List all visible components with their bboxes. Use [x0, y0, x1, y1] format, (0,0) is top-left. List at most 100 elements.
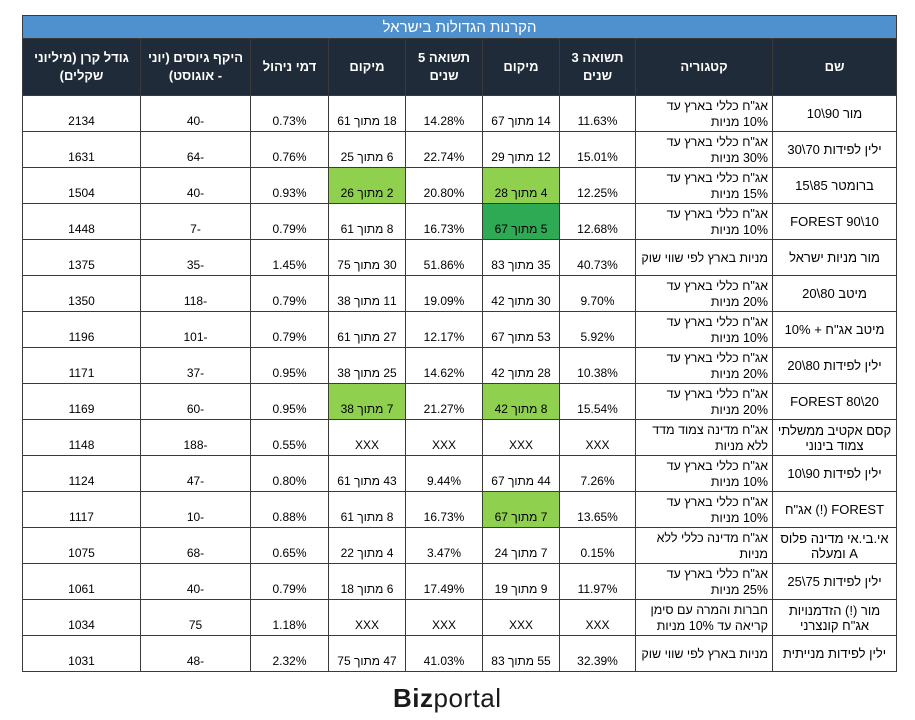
fundraising-cell: -118 [140, 275, 251, 312]
table-row: ילין לפידות 75\25 אג"ח כללי בארץ עד 25% מ… [22, 563, 897, 600]
table-row: FOREST (!) אג"ח אג"ח כללי בארץ עד 10% מני… [22, 491, 897, 528]
rank-5y-cell: 47 מתוך 75 [328, 635, 406, 672]
return-5y-cell: 12.17% [405, 311, 483, 348]
management-fee-cell: 0.79% [250, 275, 329, 312]
rank-3y-cell: 5 מתוך 67 [482, 203, 560, 240]
return-5y-cell: 16.73% [405, 203, 483, 240]
table-row: ילין לפידות 70\30 אג"ח כללי בארץ עד 30% מ… [22, 131, 897, 168]
return-5y-cell: XXX [405, 419, 483, 456]
category-cell: אג"ח כללי בארץ עד 10% מניות [635, 455, 773, 492]
logo-rest-part: portal [433, 683, 502, 713]
fund-name-cell: מיטב 80\20 [772, 275, 897, 312]
table-row: FOREST 80\20 אג"ח כללי בארץ עד 20% מניות 1… [22, 383, 897, 420]
rank-3y-cell: 30 מתוך 42 [482, 275, 560, 312]
fund-name-cell: ילין לפידות 80\20 [772, 347, 897, 384]
fund-size-cell: 1196 [22, 311, 141, 348]
table-title: הקרנות הגדולות בישראל [22, 15, 897, 39]
fund-name-cell: ילין לפידות 75\25 [772, 563, 897, 600]
table-row: מיטב 80\20 אג"ח כללי בארץ עד 20% מניות 9.7… [22, 275, 897, 312]
rank-5y-cell: 8 מתוך 61 [328, 203, 406, 240]
fundraising-cell: -64 [140, 131, 251, 168]
fund-size-cell: 1031 [22, 635, 141, 672]
return-3y-cell: 15.01% [559, 131, 636, 168]
fund-size-cell: 1169 [22, 383, 141, 420]
rank-3y-cell: 28 מתוך 42 [482, 347, 560, 384]
fundraising-cell: -188 [140, 419, 251, 456]
return-5y-cell: 41.03% [405, 635, 483, 672]
fund-name-cell: FOREST 80\20 [772, 383, 897, 420]
fund-size-cell: 1124 [22, 455, 141, 492]
fund-name-cell: אי.בי.אי מדינה פלוס A ומעלה [772, 527, 897, 564]
return-5y-cell: 19.09% [405, 275, 483, 312]
return-3y-cell: 9.70% [559, 275, 636, 312]
fundraising-cell: -7 [140, 203, 251, 240]
rank-3y-cell: 55 מתוך 83 [482, 635, 560, 672]
rank-5y-cell: 11 מתוך 38 [328, 275, 406, 312]
fund-size-cell: 1061 [22, 563, 141, 600]
management-fee-cell: 1.18% [250, 599, 329, 636]
management-fee-cell: 0.95% [250, 347, 329, 384]
fund-name-cell: קסם אקטיב ממשלתי צמוד בינוני [772, 419, 897, 456]
return-3y-cell: 11.63% [559, 95, 636, 132]
header-category: קטגוריה [635, 38, 773, 96]
rank-3y-cell: 44 מתוך 67 [482, 455, 560, 492]
rank-5y-cell: 18 מתוך 61 [328, 95, 406, 132]
fundraising-cell: -37 [140, 347, 251, 384]
category-cell: אג"ח כללי בארץ עד 10% מניות [635, 203, 773, 240]
table-row: מור מניות ישראל מניות בארץ לפי שווי שוק 40… [22, 239, 897, 276]
rank-3y-cell: XXX [482, 419, 560, 456]
fundraising-cell: -60 [140, 383, 251, 420]
header-return-3y: תשואה 3 שנים [559, 38, 636, 96]
category-cell: אג"ח כללי בארץ עד 25% מניות [635, 563, 773, 600]
fundraising-cell: -40 [140, 563, 251, 600]
fund-size-cell: 1350 [22, 275, 141, 312]
rank-5y-cell: 4 מתוך 22 [328, 527, 406, 564]
return-3y-cell: 15.54% [559, 383, 636, 420]
rank-3y-cell: 4 מתוך 28 [482, 167, 560, 204]
fund-size-cell: 2134 [22, 95, 141, 132]
category-cell: אג"ח כללי בארץ עד 20% מניות [635, 347, 773, 384]
return-3y-cell: 0.15% [559, 527, 636, 564]
header-return-5y: תשואה 5 שנים [405, 38, 483, 96]
fund-size-cell: 1117 [22, 491, 141, 528]
rank-5y-cell: 6 מתוך 18 [328, 563, 406, 600]
fund-name-cell: ילין לפידות 70\30 [772, 131, 897, 168]
rank-5y-cell: 6 מתוך 25 [328, 131, 406, 168]
management-fee-cell: 0.76% [250, 131, 329, 168]
rank-3y-cell: 8 מתוך 42 [482, 383, 560, 420]
return-3y-cell: 13.65% [559, 491, 636, 528]
fund-size-cell: 1631 [22, 131, 141, 168]
management-fee-cell: 0.93% [250, 167, 329, 204]
fund-size-cell: 1171 [22, 347, 141, 384]
return-5y-cell: 16.73% [405, 491, 483, 528]
fund-size-cell: 1375 [22, 239, 141, 276]
header-rank-5y: מיקום [328, 38, 406, 96]
rank-3y-cell: 7 מתוך 24 [482, 527, 560, 564]
management-fee-cell: 1.45% [250, 239, 329, 276]
table-row: קסם אקטיב ממשלתי צמוד בינוני אג"ח מדינה צ… [22, 419, 897, 456]
table-row: FOREST 90\10 אג"ח כללי בארץ עד 10% מניות 1… [22, 203, 897, 240]
management-fee-cell: 0.95% [250, 383, 329, 420]
header-fund-size: גודל קרן (מיליוני שקלים) [22, 38, 141, 96]
funds-table: הקרנות הגדולות בישראל שם קטגוריה תשואה 3… [22, 15, 897, 672]
fund-size-cell: 1148 [22, 419, 141, 456]
rank-5y-cell: XXX [328, 599, 406, 636]
category-cell: מניות בארץ לפי שווי שוק [635, 635, 773, 672]
table-row: מור (!) הזדמנויות אג"ח קונצרני חברות והמר… [22, 599, 897, 636]
category-cell: אג"ח כללי בארץ עד 10% מניות [635, 95, 773, 132]
fund-name-cell: מיטב אג"ח + 10% [772, 311, 897, 348]
return-5y-cell: 21.27% [405, 383, 483, 420]
return-5y-cell: 3.47% [405, 527, 483, 564]
return-5y-cell: 17.49% [405, 563, 483, 600]
category-cell: אג"ח מדינה צמוד מדד ללא מניות [635, 419, 773, 456]
funds-table-container: הקרנות הגדולות בישראל שם קטגוריה תשואה 3… [22, 15, 897, 672]
fundraising-cell: -48 [140, 635, 251, 672]
fundraising-cell: -40 [140, 95, 251, 132]
table-row: ילין לפידות 80\20 אג"ח כללי בארץ עד 20% מ… [22, 347, 897, 384]
return-5y-cell: XXX [405, 599, 483, 636]
category-cell: אג"ח כללי בארץ עד 30% מניות [635, 131, 773, 168]
fund-name-cell: מור (!) הזדמנויות אג"ח קונצרני [772, 599, 897, 636]
fund-size-cell: 1504 [22, 167, 141, 204]
return-5y-cell: 20.80% [405, 167, 483, 204]
table-row: אי.בי.אי מדינה פלוס A ומעלה אג"ח מדינה כל… [22, 527, 897, 564]
